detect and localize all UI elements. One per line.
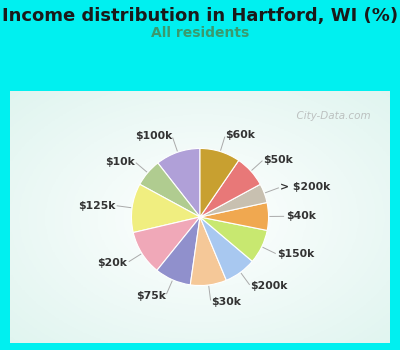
Wedge shape xyxy=(200,184,267,217)
Text: > $200k: > $200k xyxy=(280,182,330,192)
Wedge shape xyxy=(132,184,200,232)
Wedge shape xyxy=(200,160,260,217)
Text: $40k: $40k xyxy=(286,211,316,221)
Wedge shape xyxy=(200,203,268,230)
Wedge shape xyxy=(133,217,200,270)
Text: $30k: $30k xyxy=(211,297,241,307)
Text: $60k: $60k xyxy=(225,130,255,140)
Text: $10k: $10k xyxy=(105,157,135,167)
Text: $100k: $100k xyxy=(135,131,172,141)
Wedge shape xyxy=(140,163,200,217)
Wedge shape xyxy=(157,217,200,285)
Wedge shape xyxy=(158,148,200,217)
Text: $75k: $75k xyxy=(136,290,166,301)
Text: Income distribution in Hartford, WI (%): Income distribution in Hartford, WI (%) xyxy=(2,7,398,25)
Text: $200k: $200k xyxy=(250,281,288,291)
Text: $20k: $20k xyxy=(98,258,128,267)
Text: $125k: $125k xyxy=(78,201,115,211)
Wedge shape xyxy=(200,217,252,280)
Wedge shape xyxy=(190,217,226,286)
Text: City-Data.com: City-Data.com xyxy=(290,111,371,121)
Wedge shape xyxy=(200,217,267,261)
Text: $150k: $150k xyxy=(277,249,314,259)
Text: $50k: $50k xyxy=(264,155,293,164)
Wedge shape xyxy=(200,148,239,217)
Text: All residents: All residents xyxy=(151,26,249,40)
